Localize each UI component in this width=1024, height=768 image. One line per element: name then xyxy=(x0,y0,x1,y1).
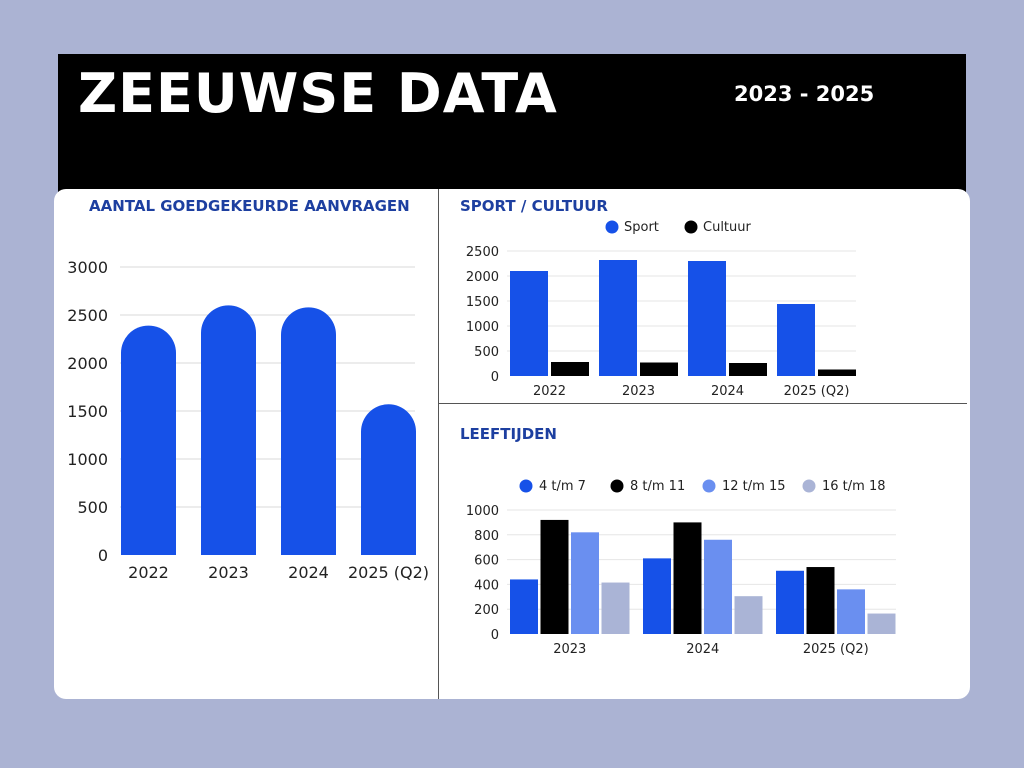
horizontal-divider xyxy=(439,403,967,404)
chart-title-sport-cultuur: SPORT / CULTUUR xyxy=(460,197,608,215)
bar-2022 xyxy=(121,325,176,555)
x-tick-label: 2023 xyxy=(208,563,249,582)
bar-2023 xyxy=(201,305,256,555)
chart-title-leeftijden: LEEFTIJDEN xyxy=(460,425,557,443)
bar-2025q2 xyxy=(361,404,416,555)
y-tick-label: 0 xyxy=(98,546,108,565)
y-tick-label: 3000 xyxy=(67,258,108,277)
x-tick-label: 2025 (Q2) xyxy=(348,563,429,582)
vertical-divider xyxy=(438,189,439,699)
y-tick-label: 1500 xyxy=(67,402,108,421)
y-tick-label: 500 xyxy=(77,498,108,517)
x-tick-label: 2022 xyxy=(128,563,169,582)
page-title: ZEEUWSE DATA xyxy=(78,62,558,125)
year-range: 2023 - 2025 xyxy=(734,82,875,106)
bar-2024 xyxy=(281,307,336,555)
chart-title-aanvragen: AANTAL GOEDGEKEURDE AANVRAGEN xyxy=(89,197,410,215)
x-tick-label: 2024 xyxy=(288,563,329,582)
y-tick-label: 1000 xyxy=(67,450,108,469)
y-tick-label: 2500 xyxy=(67,306,108,325)
y-tick-label: 2000 xyxy=(67,354,108,373)
header-banner xyxy=(58,54,966,204)
